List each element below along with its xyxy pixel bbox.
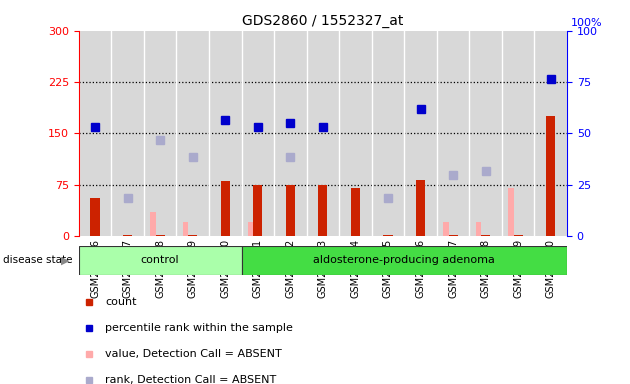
Title: GDS2860 / 1552327_at: GDS2860 / 1552327_at [242, 14, 404, 28]
Bar [384, 235, 392, 236]
Bar [476, 222, 481, 236]
Text: aldosterone-producing adenoma: aldosterone-producing adenoma [313, 255, 495, 265]
Text: ▶: ▶ [61, 255, 69, 265]
Bar [151, 212, 156, 236]
Bar [91, 199, 100, 236]
Bar [444, 222, 449, 236]
Bar [248, 222, 253, 236]
Bar [416, 180, 425, 236]
Bar [188, 235, 197, 236]
Bar [351, 188, 360, 236]
Text: percentile rank within the sample: percentile rank within the sample [105, 323, 294, 333]
Bar [156, 235, 164, 236]
Bar [123, 235, 132, 236]
Bar [241, 246, 567, 275]
Bar [513, 235, 523, 236]
Bar [508, 188, 513, 236]
Bar [449, 235, 457, 236]
Bar [546, 116, 555, 236]
Text: rank, Detection Call = ABSENT: rank, Detection Call = ABSENT [105, 375, 277, 384]
Bar [286, 185, 295, 236]
Text: value, Detection Call = ABSENT: value, Detection Call = ABSENT [105, 349, 282, 359]
Bar [253, 185, 262, 236]
Bar [79, 246, 241, 275]
Bar [220, 181, 230, 236]
Text: 100%: 100% [571, 18, 603, 28]
Bar [183, 222, 188, 236]
Text: control: control [141, 255, 180, 265]
Bar [318, 185, 328, 236]
Text: disease state: disease state [3, 255, 72, 265]
Bar [481, 235, 490, 236]
Text: count: count [105, 297, 137, 307]
